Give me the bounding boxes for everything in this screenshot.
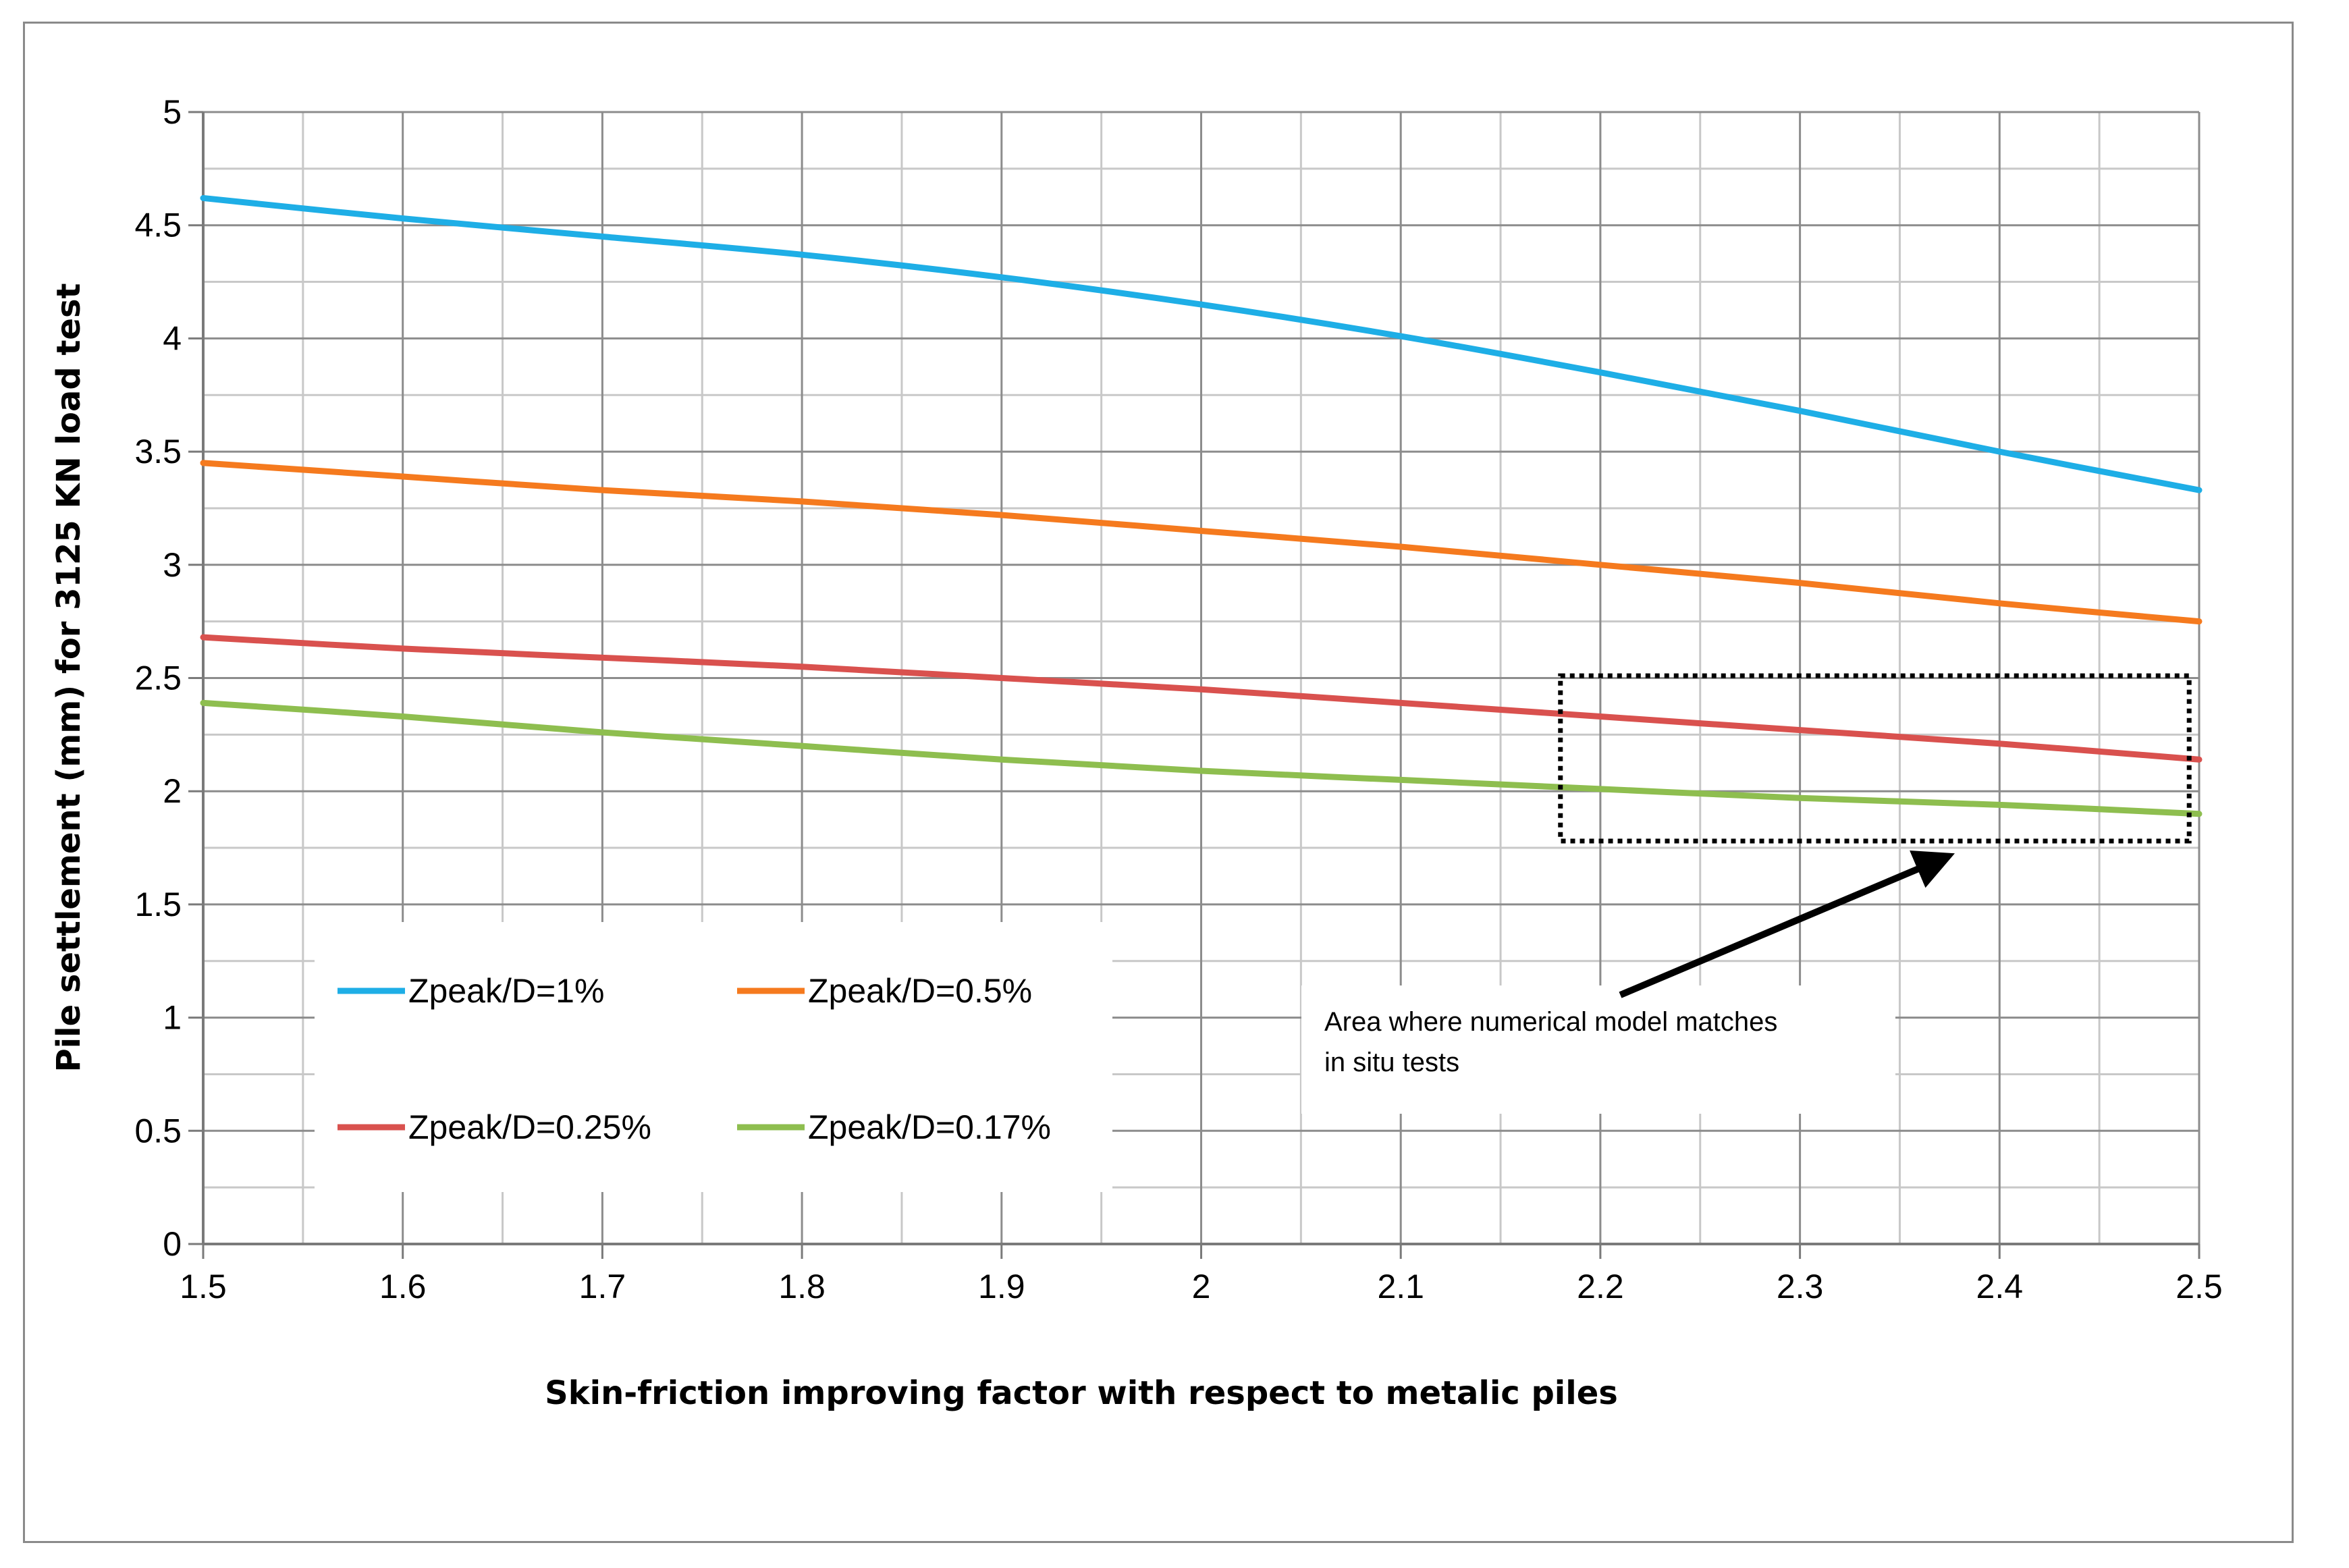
x-tick-label: 1.8 bbox=[778, 1268, 826, 1305]
y-tick-label: 1 bbox=[163, 999, 182, 1037]
x-tick-label: 2.4 bbox=[1976, 1268, 2024, 1305]
series-line-2 bbox=[200, 460, 2203, 625]
y-tick-label: 0.5 bbox=[134, 1112, 182, 1150]
y-axis-title: Pile settlement (mm) for 3125 KN load te… bbox=[50, 283, 88, 1073]
y-tick-label: 2 bbox=[163, 772, 182, 810]
y-tick-label: 3.5 bbox=[134, 433, 182, 470]
y-tick-label: 5 bbox=[163, 93, 182, 131]
legend-label-4: Zpeak/D=0.17% bbox=[808, 1108, 1051, 1146]
x-axis-title: Skin-friction improving factor with resp… bbox=[545, 1374, 1618, 1412]
y-tick-label: 3 bbox=[163, 546, 182, 584]
x-tick-label: 1.7 bbox=[579, 1268, 626, 1305]
legend: Zpeak/D=1% Zpeak/D=0.5% Zpeak/D=0.25% Zpeak… bbox=[315, 922, 1112, 1192]
annotation-text-line2: in situ tests bbox=[1324, 1048, 1459, 1077]
match-area-box bbox=[1558, 673, 2192, 844]
legend-label-1: Zpeak/D=1% bbox=[408, 972, 604, 1010]
annotation: Area where numerical model matches in sit… bbox=[1301, 673, 2192, 1114]
x-tick-label: 1.6 bbox=[379, 1268, 427, 1305]
y-tick-label: 2.5 bbox=[134, 659, 182, 697]
series-lines bbox=[200, 194, 2203, 817]
y-tick-label: 0 bbox=[163, 1225, 182, 1263]
chart-frame bbox=[23, 22, 2294, 1543]
y-tick-label: 4.5 bbox=[134, 207, 182, 244]
series-line-3 bbox=[200, 634, 2203, 763]
x-tick-label: 1.9 bbox=[978, 1268, 1025, 1305]
legend-label-2: Zpeak/D=0.5% bbox=[808, 972, 1032, 1010]
y-tick-label: 1.5 bbox=[134, 886, 182, 923]
annotation-arrow bbox=[1619, 850, 1955, 998]
x-tick-label: 1.5 bbox=[180, 1268, 227, 1305]
legend-label-3: Zpeak/D=0.25% bbox=[408, 1108, 651, 1146]
x-tick-label: 2.5 bbox=[2176, 1268, 2223, 1305]
x-tick-label: 2.2 bbox=[1577, 1268, 1624, 1305]
y-tick-label: 4 bbox=[163, 319, 182, 357]
axes: 0 0.5 1 1.5 2 2.5 3 3.5 4 4.5 5 1.5 1.6 1.7 1.8 1.9 2 2.1… bbox=[134, 93, 2222, 1305]
annotation-text-box bbox=[1301, 985, 1895, 1114]
series-line-4 bbox=[200, 699, 2203, 817]
x-tick-label: 2.3 bbox=[1777, 1268, 1824, 1305]
legend-box bbox=[315, 922, 1112, 1192]
series-line-1 bbox=[200, 194, 2203, 493]
annotation-text-line1: Area where numerical model matches bbox=[1324, 1007, 1777, 1037]
x-tick-label: 2 bbox=[1192, 1268, 1211, 1305]
x-tick-label: 2.1 bbox=[1377, 1268, 1424, 1305]
